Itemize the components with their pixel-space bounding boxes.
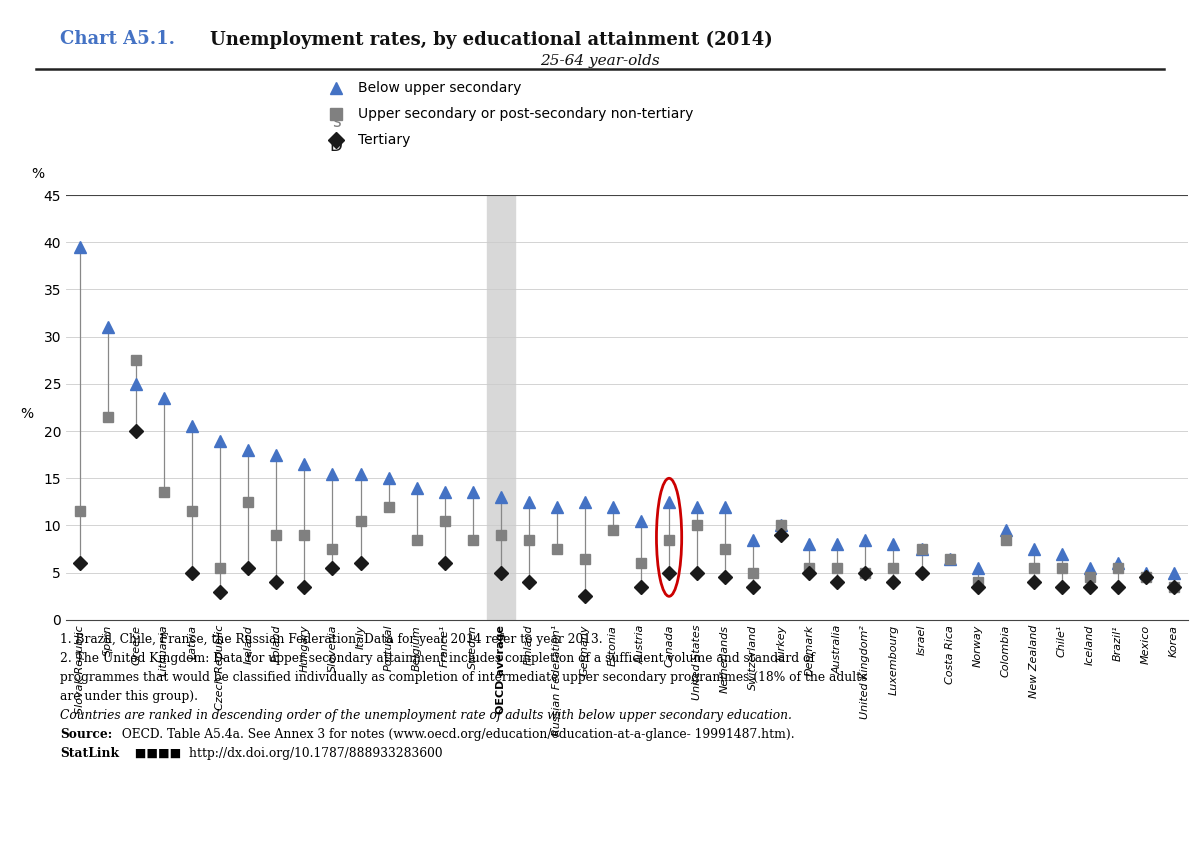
Y-axis label: %: % <box>20 407 34 421</box>
Text: Countries are ranked in descending order of the unemployment rate of adults with: Countries are ranked in descending order… <box>60 709 792 722</box>
Text: Below upper secondary: Below upper secondary <box>358 81 521 95</box>
Text: OECD. Table A5.4a. See Annex 3 for notes (www.oecd.org/education/education-at-a-: OECD. Table A5.4a. See Annex 3 for notes… <box>118 728 794 741</box>
Text: s: s <box>331 113 341 131</box>
Text: 2. The United Kingdom: Data for upper secondary attainment includes completion o: 2. The United Kingdom: Data for upper se… <box>60 652 815 665</box>
Text: %: % <box>31 167 44 181</box>
Bar <box>487 195 515 620</box>
Text: programmes that would be classified individually as completion of intermediate u: programmes that would be classified indi… <box>60 671 868 684</box>
Text: ■■■■  http://dx.doi.org/10.1787/888933283600: ■■■■ http://dx.doi.org/10.1787/888933283… <box>127 747 443 760</box>
Text: Unemployment rates, by educational attainment (2014): Unemployment rates, by educational attai… <box>210 30 773 49</box>
Text: Upper secondary or post-secondary non-tertiary: Upper secondary or post-secondary non-te… <box>358 108 692 121</box>
Text: Chart A5.1.: Chart A5.1. <box>60 30 175 49</box>
Text: Tertiary: Tertiary <box>358 134 410 147</box>
Text: Source:: Source: <box>60 728 113 741</box>
Text: StatLink: StatLink <box>60 747 119 760</box>
Text: 25-64 year-olds: 25-64 year-olds <box>540 54 660 68</box>
Text: D: D <box>330 137 342 155</box>
Text: are under this group).: are under this group). <box>60 690 198 703</box>
Text: ^: ^ <box>329 88 343 107</box>
Text: 1. Brazil, Chile, France, the Russian Federation: Data for year 2014 refer to ye: 1. Brazil, Chile, France, the Russian Fe… <box>60 633 602 646</box>
